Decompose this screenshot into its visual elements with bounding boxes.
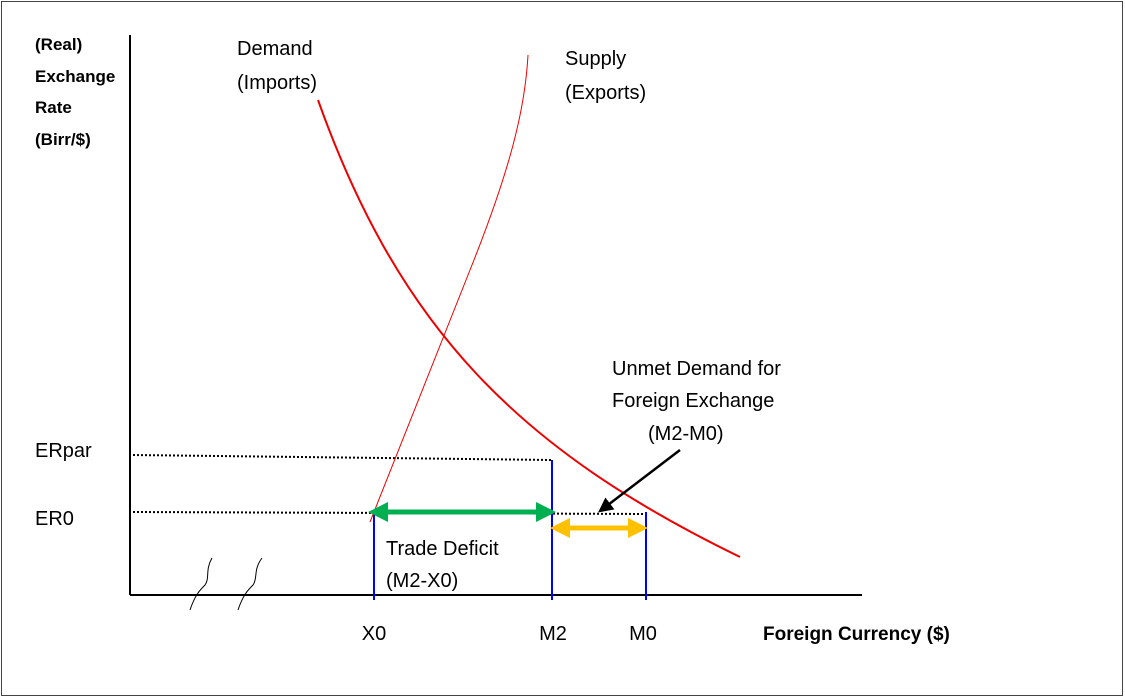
demand-label: (Imports) [237, 72, 317, 94]
y-label: Exchange [35, 67, 115, 86]
supply-curve [369, 54, 529, 523]
supply-label: (Exports) [565, 82, 646, 104]
demand-label: Demand [237, 38, 313, 60]
erpar-line [132, 454, 553, 461]
erpar-label: ERpar [35, 440, 92, 462]
pointer-arrow [598, 449, 681, 513]
m2-label: M2 [539, 623, 567, 645]
axis-break [237, 557, 263, 611]
y-label: (Real) [35, 35, 82, 54]
x-label: Foreign Currency ($) [763, 624, 950, 645]
demand-curve [317, 99, 741, 558]
unmet-label: Foreign Exchange [612, 390, 774, 412]
trade-deficit-label: (M2-X0) [386, 570, 458, 592]
unmet-label: (M2-M0) [648, 423, 724, 445]
er0-label: ER0 [35, 508, 74, 530]
m0-label: M0 [629, 623, 657, 645]
x0-label: X0 [362, 623, 386, 645]
trade-deficit-label: Trade Deficit [386, 538, 499, 560]
y-label: Rate [35, 98, 72, 117]
y-label: (Birr/$) [35, 130, 91, 149]
axis-break [189, 557, 213, 611]
unmet-label: Unmet Demand for [612, 358, 781, 380]
supply-label: Supply [565, 48, 626, 70]
